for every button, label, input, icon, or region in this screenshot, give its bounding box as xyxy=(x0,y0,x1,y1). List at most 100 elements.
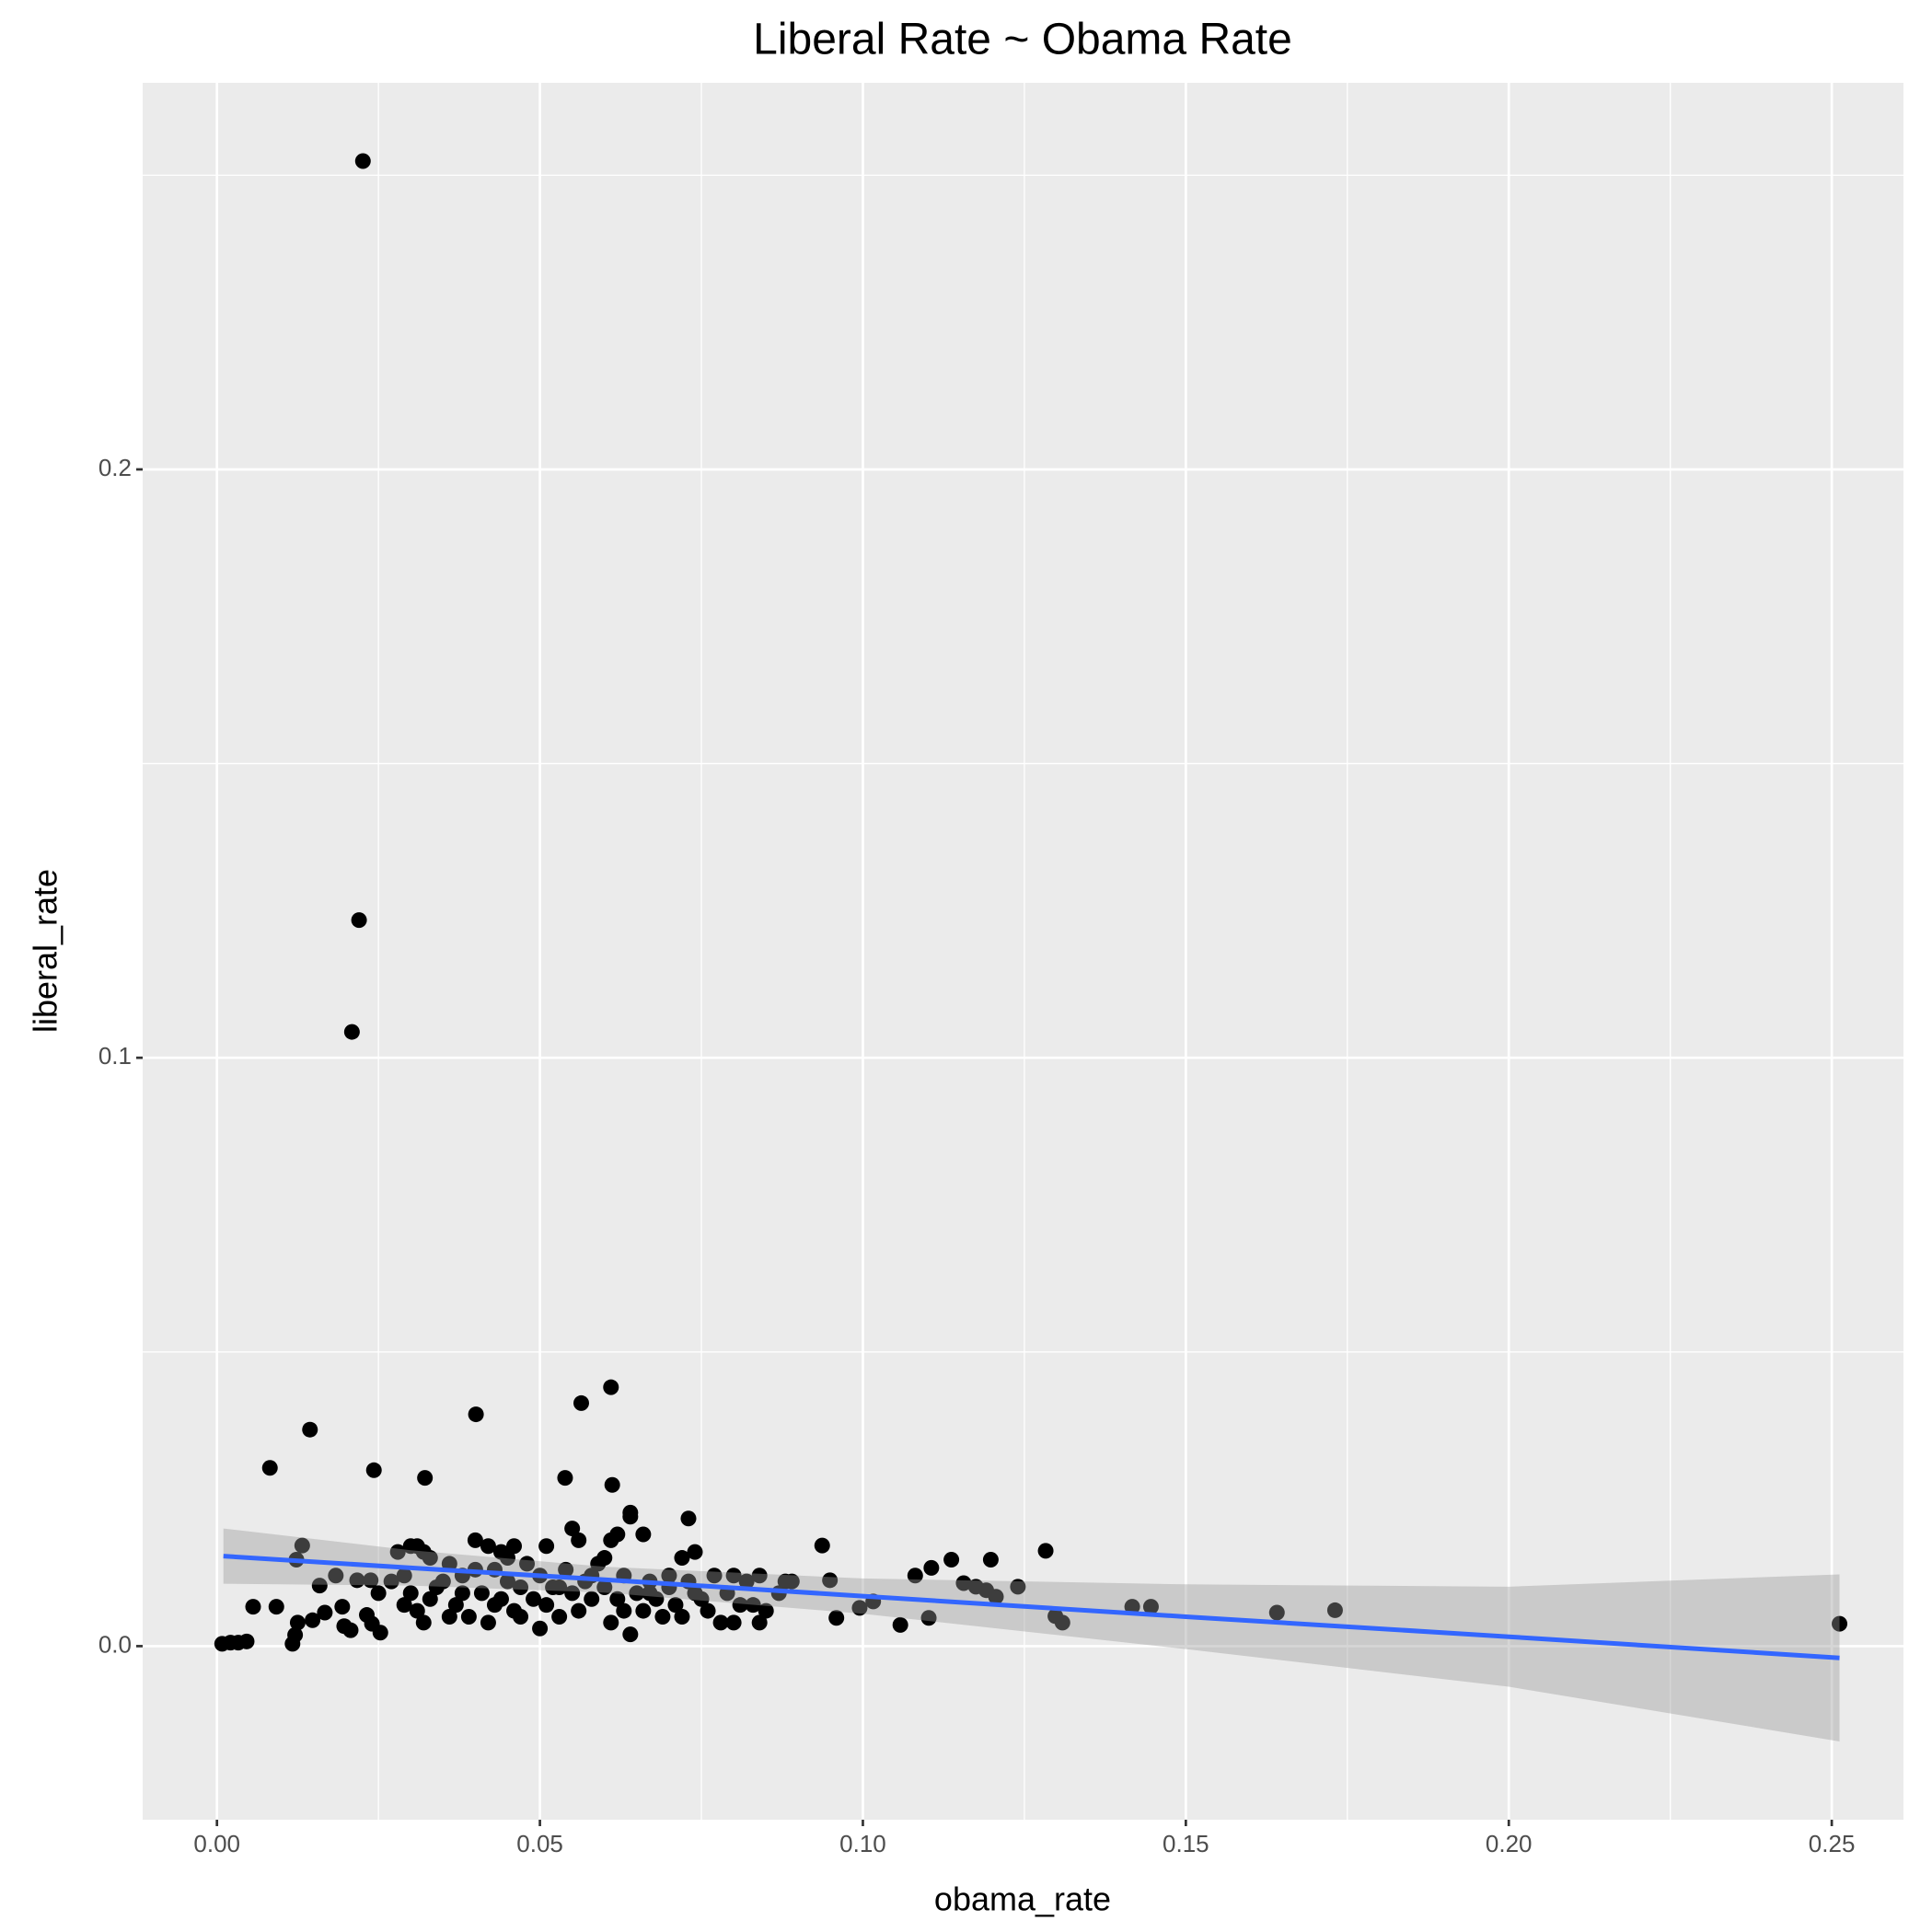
point xyxy=(480,1538,496,1555)
point xyxy=(343,1024,360,1040)
point xyxy=(920,1610,937,1626)
point xyxy=(751,1568,768,1584)
x-tick-label: 0.20 xyxy=(1486,1830,1533,1857)
y-tick-label: 0.0 xyxy=(98,1630,132,1658)
point xyxy=(923,1559,940,1576)
point xyxy=(409,1602,425,1619)
x-axis-label: obama_rate xyxy=(934,1880,1111,1918)
y-tick-label: 0.1 xyxy=(98,1042,132,1070)
point xyxy=(564,1521,581,1537)
point xyxy=(499,1550,515,1567)
point xyxy=(955,1575,972,1591)
point xyxy=(551,1579,568,1596)
point xyxy=(486,1597,503,1614)
point xyxy=(396,1568,412,1584)
point xyxy=(982,1551,999,1568)
point xyxy=(1832,1615,1848,1632)
point xyxy=(538,1538,555,1555)
point xyxy=(1124,1599,1140,1615)
point xyxy=(402,1585,419,1602)
point xyxy=(287,1626,304,1643)
x-tick-label: 0.15 xyxy=(1163,1830,1209,1857)
point xyxy=(396,1597,412,1614)
point xyxy=(573,1394,589,1411)
x-tick-label: 0.00 xyxy=(193,1830,240,1857)
x-tick-label: 0.10 xyxy=(839,1830,886,1857)
point xyxy=(467,1532,483,1548)
point xyxy=(609,1526,626,1543)
y-tick-label: 0.2 xyxy=(98,454,132,481)
point xyxy=(328,1568,344,1584)
x-tick-label: 0.05 xyxy=(516,1830,563,1857)
point xyxy=(342,1622,359,1638)
point xyxy=(674,1608,690,1625)
point xyxy=(635,1526,652,1543)
point xyxy=(674,1550,690,1567)
point xyxy=(943,1551,960,1568)
y-axis-label: liberal_rate xyxy=(27,869,64,1033)
point xyxy=(365,1462,382,1478)
point xyxy=(629,1585,645,1602)
point xyxy=(654,1608,671,1625)
point xyxy=(661,1568,677,1584)
point xyxy=(1268,1604,1285,1621)
point xyxy=(506,1538,523,1555)
point xyxy=(1142,1599,1159,1615)
point xyxy=(616,1602,632,1619)
point xyxy=(305,1612,321,1628)
point xyxy=(447,1597,464,1614)
point xyxy=(317,1604,333,1621)
point xyxy=(596,1550,613,1567)
point xyxy=(441,1556,457,1572)
point xyxy=(415,1614,432,1631)
point xyxy=(1326,1602,1343,1618)
point xyxy=(988,1589,1004,1605)
point xyxy=(558,1561,574,1578)
point xyxy=(389,1544,406,1560)
point xyxy=(758,1602,774,1619)
point xyxy=(268,1599,284,1615)
point xyxy=(294,1537,310,1554)
point xyxy=(383,1573,399,1590)
point xyxy=(604,1476,620,1493)
point xyxy=(603,1379,619,1395)
point xyxy=(700,1602,716,1619)
point xyxy=(526,1591,542,1607)
point xyxy=(642,1585,658,1602)
x-tick-label: 0.25 xyxy=(1809,1830,1856,1857)
point xyxy=(334,1599,351,1615)
point xyxy=(622,1626,639,1643)
point xyxy=(751,1614,768,1631)
chart-title: Liberal Rate ~ Obama Rate xyxy=(753,16,1292,64)
point xyxy=(354,153,371,169)
point xyxy=(706,1568,723,1584)
point xyxy=(513,1608,529,1625)
point xyxy=(712,1614,729,1631)
point xyxy=(584,1591,600,1607)
point xyxy=(732,1597,748,1614)
point xyxy=(622,1509,639,1525)
point xyxy=(289,1614,306,1631)
point xyxy=(828,1610,845,1626)
point xyxy=(245,1599,261,1615)
point xyxy=(571,1532,587,1548)
point xyxy=(349,1572,365,1589)
point xyxy=(460,1608,477,1625)
point xyxy=(635,1602,652,1619)
point xyxy=(680,1510,697,1527)
point xyxy=(822,1572,839,1589)
point xyxy=(454,1585,470,1602)
point xyxy=(302,1421,318,1438)
point xyxy=(851,1600,868,1616)
point xyxy=(538,1597,555,1614)
point xyxy=(372,1625,388,1641)
point xyxy=(551,1608,568,1625)
point xyxy=(417,1470,434,1487)
point xyxy=(603,1614,619,1631)
point xyxy=(351,912,367,929)
point xyxy=(557,1470,573,1487)
point xyxy=(480,1614,496,1631)
point xyxy=(370,1585,387,1602)
point xyxy=(473,1585,490,1602)
